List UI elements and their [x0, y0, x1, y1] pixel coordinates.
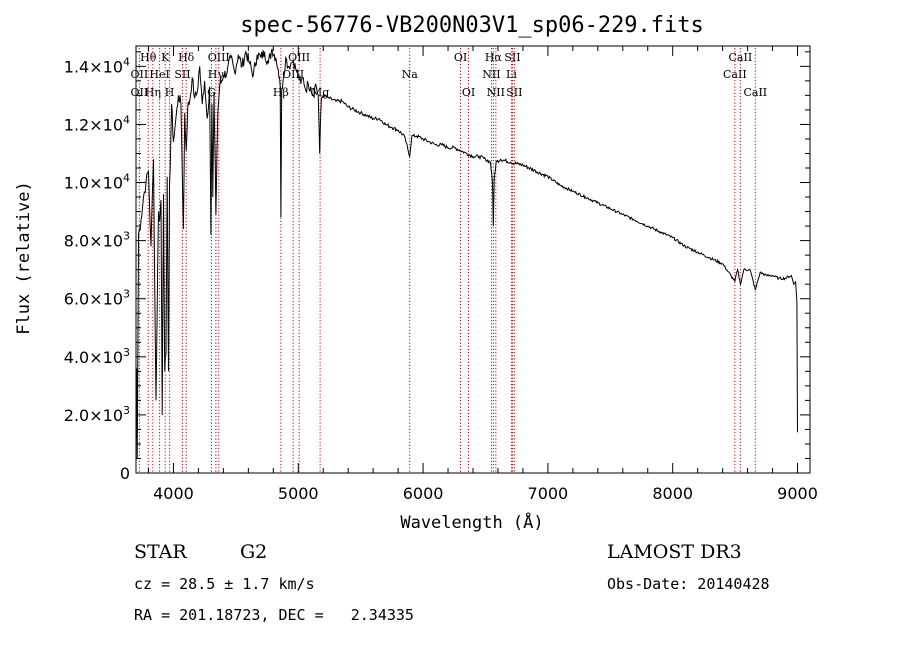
- series-line-flux: [135, 48, 798, 459]
- line-label-hα: Hα: [485, 51, 503, 64]
- chart-title: spec-56776-VB200N03V1_sp06-229.fits: [240, 13, 704, 38]
- line-label-sii: SII: [174, 68, 190, 81]
- line-label-oi: OI: [454, 51, 467, 64]
- line-label-h: H: [165, 86, 175, 99]
- y-axis-label: Flux (relative): [14, 181, 34, 335]
- coordinates-readout: RA = 201.18723, DEC = 2.34335: [134, 606, 414, 624]
- y-tick-label: 0: [120, 464, 130, 483]
- line-label-caii: CaII: [729, 51, 753, 64]
- x-tick-label-7000: 7000: [528, 484, 569, 503]
- line-label-hδ: Hδ: [178, 51, 195, 64]
- spectral-line-markers: [138, 48, 756, 473]
- line-label-oi: OI: [462, 86, 475, 99]
- line-label-nii: NII: [482, 68, 500, 81]
- y-tick-label: 4.0×103: [64, 346, 130, 367]
- y-tick-labels: 0 2.0×103 4.0×103 6.0×103 8.0×103 1.0×104 1.2×…: [64, 55, 130, 483]
- object-class: STAR: [134, 541, 187, 563]
- x-tick-labels: 4000 5000 6000 7000 8000 9000: [153, 484, 818, 503]
- obs-date: Obs-Date: 20140428: [607, 575, 770, 593]
- y-tick-label: 2.0×103: [64, 404, 130, 425]
- line-label-caii: CaII: [723, 68, 747, 81]
- line-label-hγ: Hγ: [208, 68, 225, 81]
- x-tick-label-5000: 5000: [278, 484, 319, 503]
- x-tick-label-4000: 4000: [153, 484, 194, 503]
- x-tick-label-9000: 9000: [777, 484, 818, 503]
- survey-name: LAMOST DR3: [607, 541, 742, 563]
- line-label-sii: SII: [504, 51, 520, 64]
- line-label-hθ: Hθ: [140, 51, 157, 64]
- line-label-hei: HeI: [149, 68, 169, 81]
- line-label-li: Li: [506, 68, 517, 81]
- line-label-sii: SII: [506, 86, 522, 99]
- line-label-na: Na: [402, 68, 419, 81]
- y-tick-label: 1.4×104: [64, 55, 130, 76]
- line-label-hη: Hη: [145, 86, 161, 99]
- x-axis-label: Wavelength (Å): [400, 511, 543, 533]
- line-label-oii: OII: [131, 68, 149, 81]
- y-tick-label: 1.0×104: [64, 172, 130, 193]
- y-tick-label: 1.2×104: [64, 113, 130, 134]
- line-label-oiii: OIII: [288, 51, 310, 64]
- y-tick-label: 6.0×103: [64, 288, 130, 309]
- redshift-readout: cz = 28.5 ± 1.7 km/s: [134, 575, 315, 593]
- line-label-hβ: Hβ: [273, 86, 289, 99]
- line-label-g: G: [207, 86, 216, 99]
- axis-ticks: [136, 46, 810, 474]
- x-tick-label-8000: 8000: [652, 484, 693, 503]
- line-label-k: K: [161, 51, 170, 64]
- line-label-oii: OII: [131, 86, 149, 99]
- object-subclass: G2: [240, 541, 267, 563]
- line-label-caii: CaII: [743, 86, 767, 99]
- y-tick-label: 8.0×103: [64, 230, 130, 251]
- line-label-oiii: OIII: [208, 51, 230, 64]
- plot-frame: [135, 45, 811, 474]
- x-tick-label-6000: 6000: [403, 484, 444, 503]
- series-group: [135, 48, 798, 459]
- line-label-nii: NII: [487, 86, 505, 99]
